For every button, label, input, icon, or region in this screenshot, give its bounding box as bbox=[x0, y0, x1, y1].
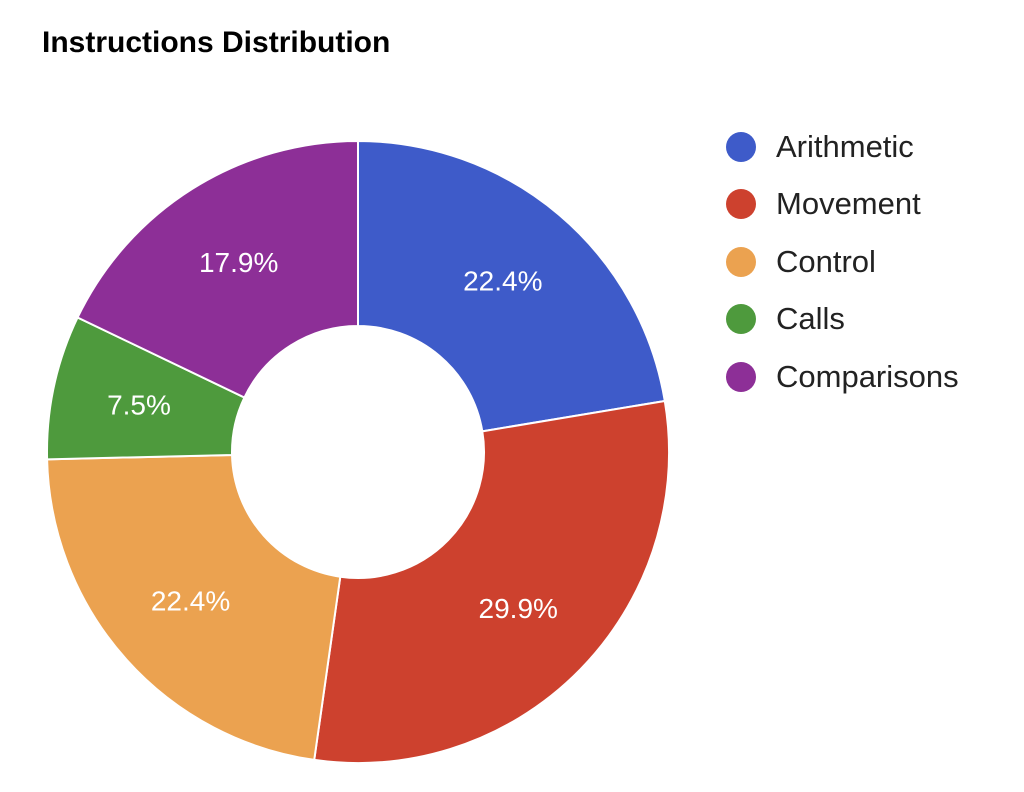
legend-swatch bbox=[726, 189, 756, 220]
legend-label: Movement bbox=[776, 186, 921, 222]
slice-label-comparisons: 17.9% bbox=[199, 247, 278, 278]
legend-label: Control bbox=[776, 243, 876, 279]
slice-movement bbox=[313, 399, 670, 765]
legend-label: Arithmetic bbox=[776, 128, 914, 164]
slice-arithmetic bbox=[357, 139, 666, 433]
slice-label-calls: 7.5% bbox=[107, 389, 171, 420]
slice-comparisons bbox=[76, 139, 359, 399]
slice-control bbox=[46, 453, 342, 762]
slice-label-arithmetic: 22.4% bbox=[463, 266, 542, 297]
legend-item-comparisons: Comparisons bbox=[726, 348, 959, 406]
legend-label: Calls bbox=[776, 301, 845, 337]
slice-label-movement: 29.9% bbox=[479, 593, 558, 624]
legend-item-arithmetic: Arithmetic bbox=[726, 118, 959, 176]
legend: Arithmetic Movement Control Calls Comparison… bbox=[726, 118, 959, 406]
legend-swatch bbox=[726, 304, 756, 335]
legend-item-movement: Movement bbox=[726, 176, 959, 234]
legend-label: Comparisons bbox=[776, 358, 959, 394]
legend-swatch bbox=[726, 246, 756, 277]
legend-swatch bbox=[726, 361, 756, 392]
legend-item-control: Control bbox=[726, 233, 959, 291]
chart-title: Instructions Distribution bbox=[42, 26, 391, 59]
legend-item-calls: Calls bbox=[726, 291, 959, 349]
legend-swatch bbox=[726, 131, 756, 162]
slice-label-control: 22.4% bbox=[151, 585, 230, 616]
